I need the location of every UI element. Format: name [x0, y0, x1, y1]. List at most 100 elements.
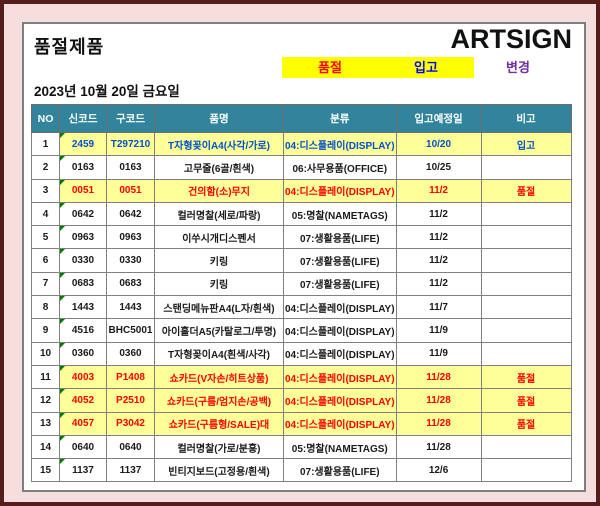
- cell-old-code: 0683: [106, 271, 155, 297]
- cell-old-code: 0640: [106, 434, 155, 460]
- brand-logo: ARTSIGN: [450, 24, 573, 54]
- cell-old-code: 1443: [106, 295, 155, 320]
- cell-name: 스탠딩메뉴판A4(L자/흰색): [154, 295, 284, 320]
- cell-name: 빈티지보드(고정용/흰색): [154, 458, 284, 483]
- cell-category: 07:생활용품(LIFE): [283, 458, 397, 483]
- cell-category: 04:디스플레이(DISPLAY): [283, 178, 397, 203]
- cell-note: 품절: [480, 178, 572, 203]
- cell-due-date: 11/2: [395, 271, 482, 297]
- cell-new-code: 1443: [59, 295, 107, 320]
- cell-category: 04:디스플레이(DISPLAY): [283, 295, 397, 320]
- cell-note: 품절: [480, 388, 572, 413]
- cell-category: 04:디스플레이(DISPLAY): [283, 341, 397, 366]
- table-row: 10 0360 0360 T자형꽂이A4(흰색/사각) 04:디스플레이(DISPLAY…: [31, 341, 572, 366]
- cell-due-date: 11/7: [395, 295, 482, 320]
- cell-note: [480, 434, 572, 460]
- table-row: 4 0642 0642 컬러명찰(세로/파랑) 05:명찰(NAMETAGS) 11/2: [31, 201, 572, 227]
- cell-new-code: 0051: [59, 178, 107, 203]
- cell-new-code: 0360: [59, 341, 107, 366]
- cell-no: 1: [31, 131, 60, 157]
- cell-new-code: 0642: [59, 201, 107, 227]
- table-row: 3 0051 0051 건의함(소)무지 04:디스플레이(DISPLAY) 11/2 품절: [31, 178, 572, 203]
- cell-old-code: P1408: [106, 364, 155, 390]
- comment-marker-icon: [60, 296, 65, 302]
- comment-marker-icon: [60, 366, 65, 371]
- cell-name: 건의함(소)무지: [154, 178, 284, 203]
- cell-old-code: 0163: [106, 155, 155, 180]
- product-table: NO 신코드 구코드 품명 분류 입고예정일 비고 1 2459 T297210 T자형꽂이A4(…: [31, 104, 572, 483]
- header-row: NO 신코드 구코드 품명 분류 입고예정일 비고: [31, 104, 572, 133]
- comment-marker-icon: [60, 343, 65, 348]
- table-row: 7 0683 0683 키링 07:생활용품(LIFE) 11/2: [31, 271, 572, 297]
- cell-old-code: 0051: [106, 178, 155, 203]
- cell-new-code: 2459: [59, 131, 107, 157]
- column-header-category: 분류: [283, 104, 397, 133]
- cell-category: 07:생활용품(LIFE): [283, 248, 397, 273]
- comment-marker-icon: [60, 436, 65, 441]
- table-row: 9 4516 BHC5001 아이홀더A5(카탈로그/투명) 04:디스플레이(DISP…: [31, 318, 572, 343]
- cell-no: 7: [31, 271, 60, 297]
- cell-new-code: 4003: [59, 364, 107, 390]
- cell-due-date: 11/2: [395, 178, 482, 203]
- cell-note: 품절: [480, 364, 572, 390]
- cell-new-code: 4057: [59, 411, 107, 436]
- cell-old-code: BHC5001: [106, 318, 155, 343]
- legend-soldout-label: 품절: [318, 60, 342, 75]
- column-header-name: 품명: [154, 104, 284, 133]
- cell-name: 키링: [154, 271, 284, 297]
- cell-category: 07:생활용품(LIFE): [283, 271, 397, 297]
- comment-marker-icon: [60, 133, 65, 138]
- table-row: 14 0640 0640 컬러명찰(가로/분홍) 05:명찰(NAMETAGS) 11/2…: [31, 434, 572, 460]
- column-header-due-date: 입고예정일: [395, 104, 482, 133]
- cell-no: 6: [31, 248, 60, 273]
- legend-instock-label: 입고: [414, 60, 438, 75]
- cell-name: 컬러명찰(세로/파랑): [154, 201, 284, 227]
- cell-name: 컬러명찰(가로/분홍): [154, 434, 284, 460]
- comment-marker-icon: [60, 459, 65, 465]
- table-row: 15 1137 1137 빈티지보드(고정용/흰색) 07:생활용품(LIFE) 12/6: [31, 458, 572, 483]
- cell-category: 04:디스플레이(DISPLAY): [283, 411, 397, 436]
- date-label: 2023년 10월 20일 금요일: [34, 84, 180, 99]
- cell-name: T자형꽂이A4(사각/가로): [154, 131, 284, 157]
- table-row: 11 4003 P1408 쇼카드(V자손/히트상품) 04:디스플레이(DISPLAY…: [31, 364, 572, 390]
- cell-due-date: 11/2: [395, 225, 482, 250]
- column-header-no: NO: [31, 104, 60, 133]
- cell-no: 11: [31, 364, 60, 390]
- cell-new-code: 1137: [59, 458, 107, 483]
- cell-category: 04:디스플레이(DISPLAY): [283, 131, 397, 157]
- cell-due-date: 10/20: [395, 131, 482, 157]
- cell-no: 5: [31, 225, 60, 250]
- cell-old-code: 0642: [106, 201, 155, 227]
- cell-name: 고무줄(6골/흰색): [154, 155, 284, 180]
- legend-highlight-bar: 품절 입고: [282, 57, 474, 78]
- cell-due-date: 11/2: [395, 201, 482, 227]
- cell-no: 3: [31, 178, 60, 203]
- cell-name: 키링: [154, 248, 284, 273]
- cell-note: [480, 201, 572, 227]
- cell-note: [480, 318, 572, 343]
- table-body: 1 2459 T297210 T자형꽂이A4(사각/가로) 04:디스플레이(DISPL…: [31, 131, 572, 483]
- cell-name: T자형꽂이A4(흰색/사각): [154, 341, 284, 366]
- cell-note: [480, 155, 572, 180]
- table-row: 1 2459 T297210 T자형꽂이A4(사각/가로) 04:디스플레이(DISPL…: [31, 131, 572, 157]
- cell-new-code: 0963: [59, 225, 107, 250]
- cell-category: 04:디스플레이(DISPLAY): [283, 364, 397, 390]
- cell-name: 이쑤시개디스펜서: [154, 225, 284, 250]
- cell-note: 품절: [480, 411, 572, 436]
- cell-no: 13: [31, 411, 60, 436]
- cell-due-date: 11/28: [395, 434, 482, 460]
- cell-new-code: 4052: [59, 388, 107, 413]
- table-row: 5 0963 0963 이쑤시개디스펜서 07:생활용품(LIFE) 11/2: [31, 225, 572, 250]
- cell-note: 입고: [480, 131, 572, 157]
- cell-category: 04:디스플레이(DISPLAY): [283, 318, 397, 343]
- cell-new-code: 0640: [59, 434, 107, 460]
- comment-marker-icon: [60, 226, 65, 232]
- cell-new-code: 0683: [59, 271, 107, 297]
- cell-category: 05:명찰(NAMETAGS): [283, 434, 397, 460]
- column-header-new-code: 신코드: [59, 104, 107, 133]
- comment-marker-icon: [60, 319, 65, 325]
- table-row: 8 1443 1443 스탠딩메뉴판A4(L자/흰색) 04:디스플레이(DISPLAY…: [31, 295, 572, 320]
- comment-marker-icon: [60, 249, 65, 255]
- cell-due-date: 10/25: [395, 155, 482, 180]
